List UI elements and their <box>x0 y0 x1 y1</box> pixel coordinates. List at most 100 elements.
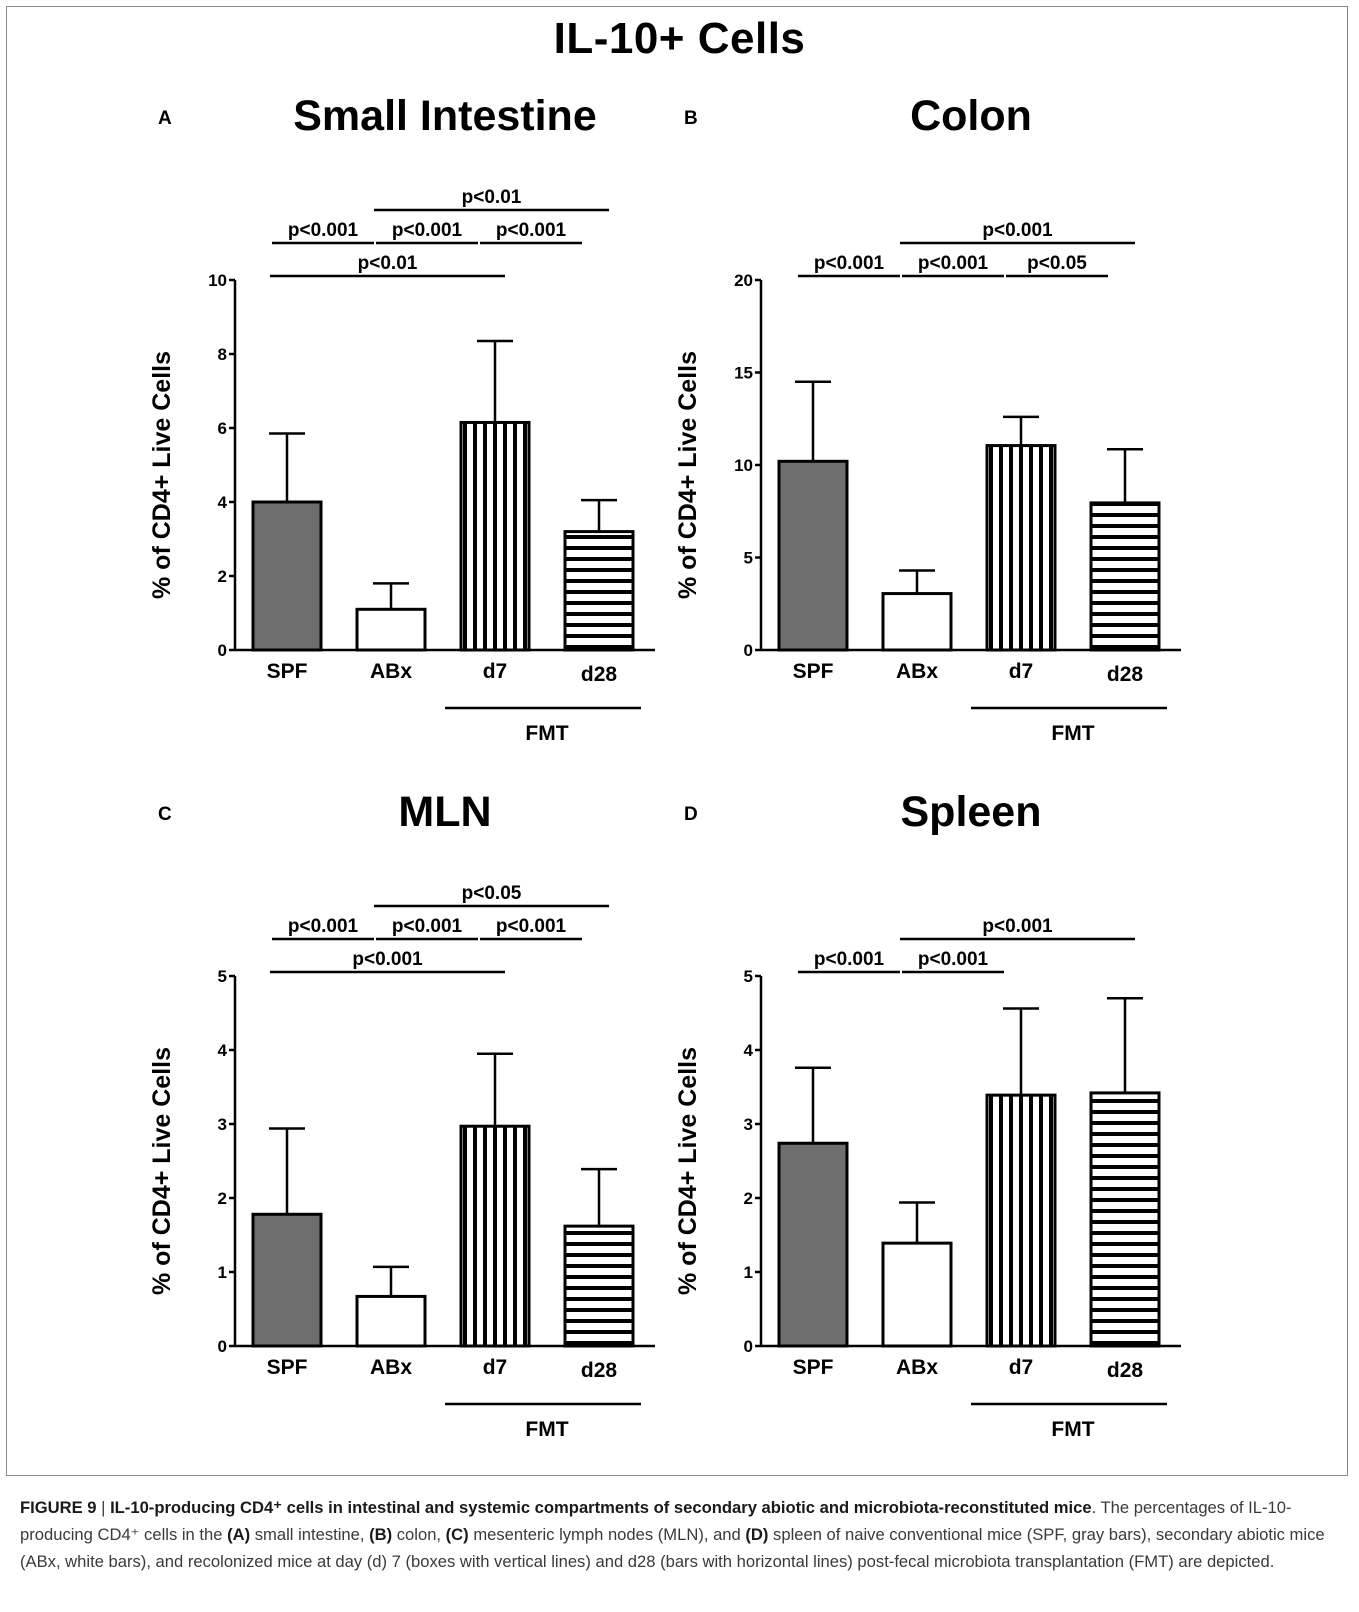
panel-letter: D <box>684 804 698 825</box>
bar-ABx <box>355 1294 427 1348</box>
significance-label: p<0.01 <box>462 187 522 208</box>
bar-ABx <box>881 1241 953 1348</box>
y-tick-label: 0 <box>744 1337 753 1356</box>
x-tick-label: SPF <box>267 1356 308 1379</box>
significance-label: p<0.001 <box>496 220 567 241</box>
bar-SPF <box>777 1141 849 1348</box>
figure-caption: FIGURE 9 | IL-10-producing CD4⁺ cells in… <box>20 1494 1340 1575</box>
bar-SPF <box>251 500 323 652</box>
y-tick-label: 2 <box>218 567 227 586</box>
x-tick-label: ABx <box>896 1356 938 1379</box>
x-tick-label: d7 <box>483 660 508 683</box>
y-tick-label: 0 <box>218 641 227 660</box>
significance-label: p<0.001 <box>288 220 359 241</box>
panel-a: A Small Intestine % of CD4+ Live Cells 0 2 4 6… <box>140 80 780 780</box>
x-tick-label: ABx <box>370 1356 412 1379</box>
x-tick-label: d7 <box>483 1356 508 1379</box>
fmt-label: FMT <box>525 722 568 745</box>
y-tick-label: 4 <box>744 1041 754 1060</box>
chart-spleen: D Spleen % of CD4+ Live Cells 0 1 2 3 4 5 SPF ABx d… <box>674 788 1181 1441</box>
significance-label: p<0.05 <box>1027 253 1087 274</box>
x-tick-label: d7 <box>1009 660 1034 683</box>
significance-label: p<0.01 <box>358 253 418 274</box>
fmt-label: FMT <box>1051 722 1094 745</box>
panel-title: Spleen <box>901 788 1042 836</box>
y-tick-label: 1 <box>744 1263 753 1282</box>
chart-colon: B Colon % of CD4+ Live Cells 0 5 10 15 20 SPF ABx… <box>674 92 1181 745</box>
bar-d28 <box>1089 501 1161 652</box>
chart-mln: C MLN % of CD4+ Live Cells 0 1 2 3 4 5 SPF ABx d7 d2… <box>148 788 655 1441</box>
caption-ref-c: (C) <box>445 1525 469 1544</box>
y-axis-label: % of CD4+ Live Cells <box>148 351 176 599</box>
y-tick-label: 2 <box>744 1189 753 1208</box>
y-tick-label: 0 <box>744 641 753 660</box>
caption-title: IL-10-producing CD4⁺ cells in intestinal… <box>110 1498 1092 1517</box>
fmt-label: FMT <box>525 1418 568 1441</box>
panel-title: Colon <box>910 92 1032 140</box>
panel-c: C MLN % of CD4+ Live Cells 0 1 2 3 4 5 SPF ABx d7 d2… <box>140 776 780 1476</box>
y-tick-label: 4 <box>218 1041 228 1060</box>
y-tick-label: 3 <box>218 1115 227 1134</box>
bar-SPF <box>251 1212 323 1348</box>
caption-text-2: small intestine, <box>250 1525 370 1544</box>
y-axis-label: % of CD4+ Live Cells <box>674 351 702 599</box>
fmt-label: FMT <box>1051 1418 1094 1441</box>
bar-SPF <box>777 459 849 652</box>
bar-d28 <box>563 1224 635 1348</box>
caption-text-4: mesenteric lymph nodes (MLN), and <box>468 1525 746 1544</box>
x-tick-label: ABx <box>370 660 412 683</box>
y-tick-label: 1 <box>218 1263 227 1282</box>
bar-d7 <box>459 1124 531 1348</box>
caption-ref-d: (D) <box>745 1525 769 1544</box>
y-tick-label: 5 <box>218 967 227 986</box>
y-tick-label: 10 <box>208 271 227 290</box>
bar-ABx <box>881 592 953 652</box>
figure-title: IL-10+ Cells <box>553 14 806 63</box>
x-tick-label: d28 <box>1107 663 1144 686</box>
panel-d: D Spleen % of CD4+ Live Cells 0 1 2 3 4 5 SPF ABx d… <box>666 776 1306 1476</box>
caption-label: FIGURE 9 <box>20 1498 97 1517</box>
bar-d7 <box>985 444 1057 652</box>
y-tick-label: 4 <box>218 493 228 512</box>
x-tick-label: d28 <box>581 663 618 686</box>
x-tick-label: SPF <box>793 660 834 683</box>
x-tick-label: d7 <box>1009 1356 1034 1379</box>
significance-label: p<0.001 <box>392 916 463 937</box>
caption-text-3: colon, <box>392 1525 446 1544</box>
chart-small-intestine: A Small Intestine % of CD4+ Live Cells 0 2 4 6… <box>148 92 655 745</box>
y-tick-label: 0 <box>218 1337 227 1356</box>
caption-ref-a: (A) <box>227 1525 251 1544</box>
bar-ABx <box>355 607 427 652</box>
significance-label: p<0.001 <box>288 916 359 937</box>
bar-d7 <box>459 420 531 652</box>
significance-label: p<0.05 <box>462 883 522 904</box>
significance-label: p<0.001 <box>496 916 567 937</box>
figure-frame <box>6 6 1348 1476</box>
y-tick-label: 3 <box>744 1115 753 1134</box>
x-tick-label: ABx <box>896 660 938 683</box>
y-tick-label: 5 <box>744 549 753 568</box>
panel-letter: B <box>684 108 698 129</box>
y-axis-label: % of CD4+ Live Cells <box>148 1047 176 1295</box>
y-tick-label: 8 <box>218 345 227 364</box>
caption-separator: | <box>96 1498 111 1517</box>
significance-label: p<0.001 <box>982 916 1053 937</box>
significance-label: p<0.001 <box>814 949 885 970</box>
y-tick-label: 20 <box>734 271 753 290</box>
caption-text-5: spleen of naive conventional mice (SPF, … <box>20 1525 1325 1571</box>
y-tick-label: 15 <box>734 364 753 383</box>
bar-d28 <box>563 530 635 652</box>
y-axis-label: % of CD4+ Live Cells <box>674 1047 702 1295</box>
significance-label: p<0.001 <box>814 253 885 274</box>
caption-text-1: . The percentages of IL-10-producing CD4… <box>20 1498 1292 1544</box>
x-tick-label: SPF <box>793 1356 834 1379</box>
y-tick-label: 5 <box>744 967 753 986</box>
bar-d7 <box>985 1093 1057 1348</box>
caption-ref-b: (B) <box>369 1525 393 1544</box>
significance-label: p<0.001 <box>392 220 463 241</box>
bar-d28 <box>1089 1091 1161 1348</box>
significance-label: p<0.001 <box>918 949 989 970</box>
y-tick-label: 6 <box>218 419 227 438</box>
x-tick-label: d28 <box>1107 1359 1144 1382</box>
y-tick-label: 10 <box>734 456 753 475</box>
